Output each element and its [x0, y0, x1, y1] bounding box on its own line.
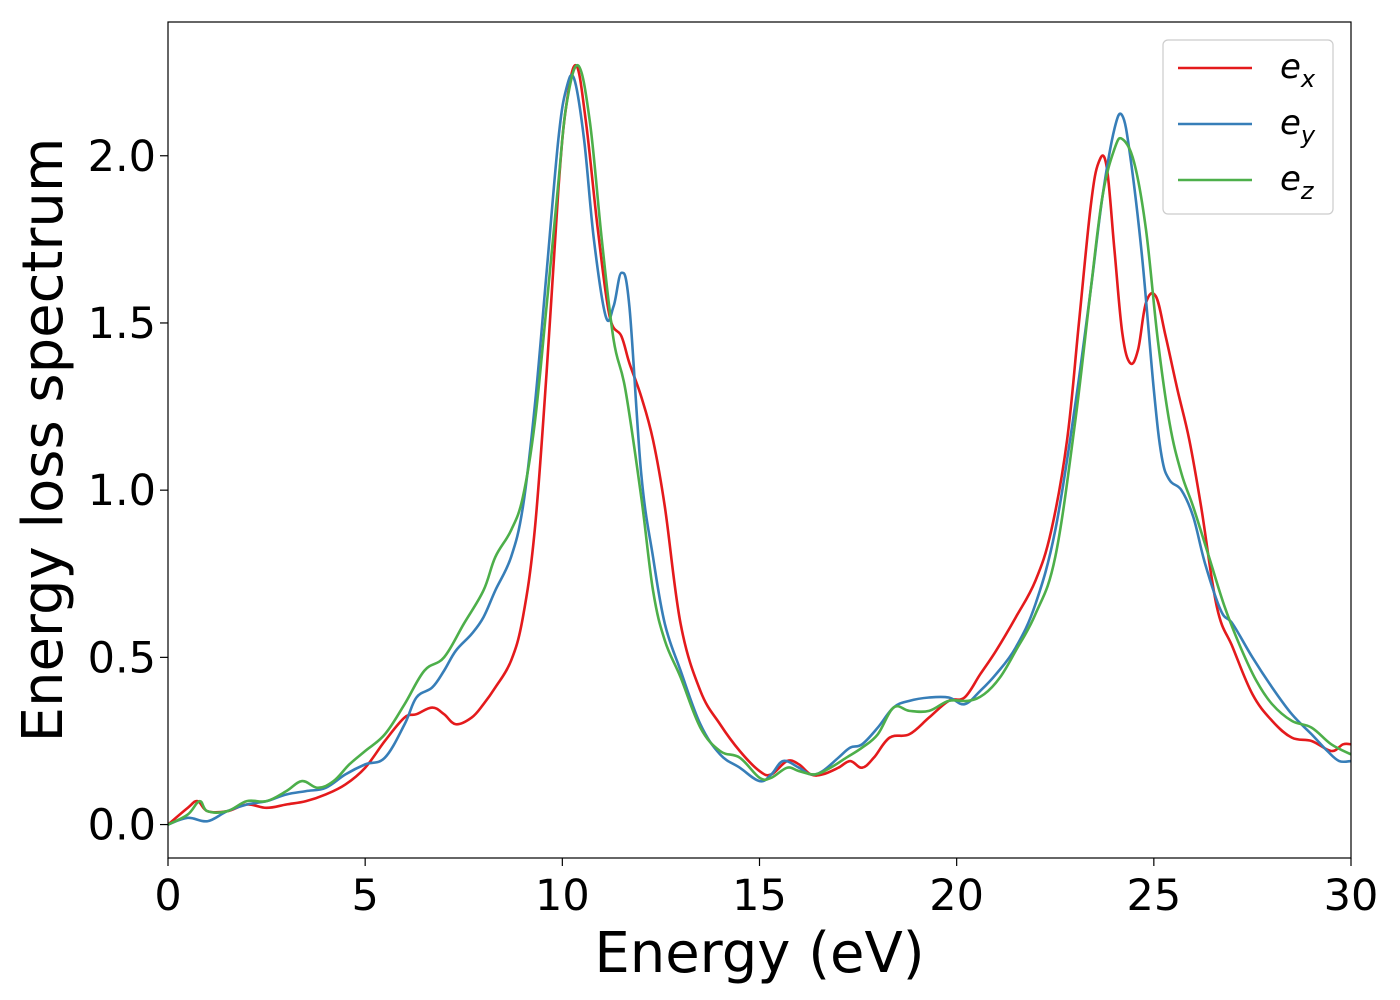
y-axis-ticks: 0.0 0.5 1.0 1.5 2.0 [88, 132, 168, 851]
y-axis-title: Energy loss spectrum [11, 138, 76, 743]
x-axis-ticks: 0 5 10 15 20 25 30 [154, 858, 1378, 921]
y-tick-label: 0.5 [88, 633, 156, 683]
x-tick-label: 20 [929, 871, 984, 921]
y-tick-label: 1.5 [88, 299, 156, 349]
y-tick-label: 2.0 [88, 132, 156, 182]
x-tick-label: 25 [1126, 871, 1181, 921]
legend-label-x: ex [1280, 47, 1316, 93]
legend: ex ey ez [1162, 39, 1334, 215]
series-line-y [168, 73, 1351, 826]
x-tick-label: 30 [1324, 871, 1379, 921]
legend-label-y: ey [1280, 103, 1316, 149]
series-line-z [168, 64, 1351, 826]
x-tick-label: 10 [535, 871, 590, 921]
legend-label-z: ez [1280, 159, 1315, 205]
x-tick-label: 0 [154, 871, 181, 921]
x-tick-label: 15 [732, 871, 787, 921]
plot-area [168, 22, 1351, 858]
x-tick-label: 5 [351, 871, 378, 921]
series-layer [168, 64, 1351, 826]
legend-box [1162, 39, 1334, 215]
y-tick-label: 1.0 [88, 466, 156, 516]
y-tick-label: 0.0 [88, 801, 156, 851]
x-axis-title: Energy (eV) [594, 921, 924, 986]
